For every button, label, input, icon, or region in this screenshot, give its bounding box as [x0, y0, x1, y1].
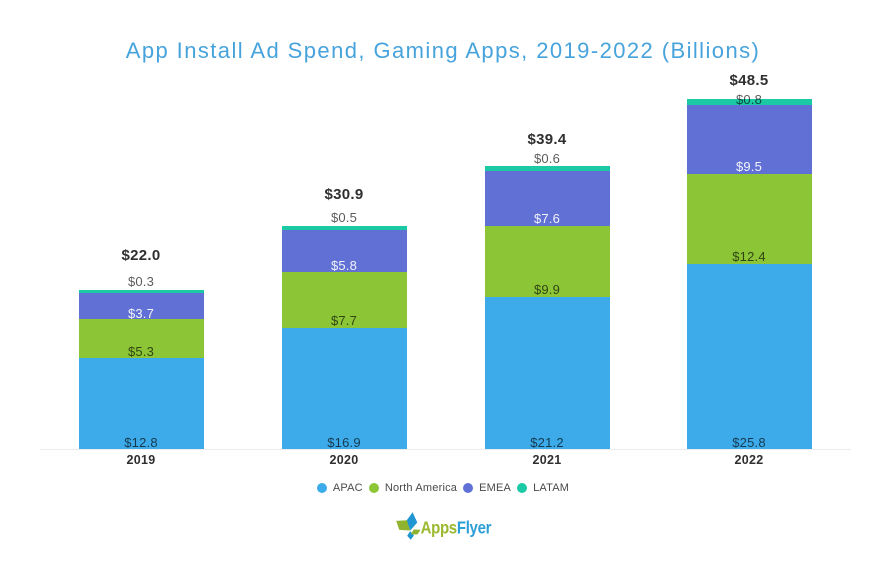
- svg-text:AppsFlyer: AppsFlyer: [421, 517, 492, 538]
